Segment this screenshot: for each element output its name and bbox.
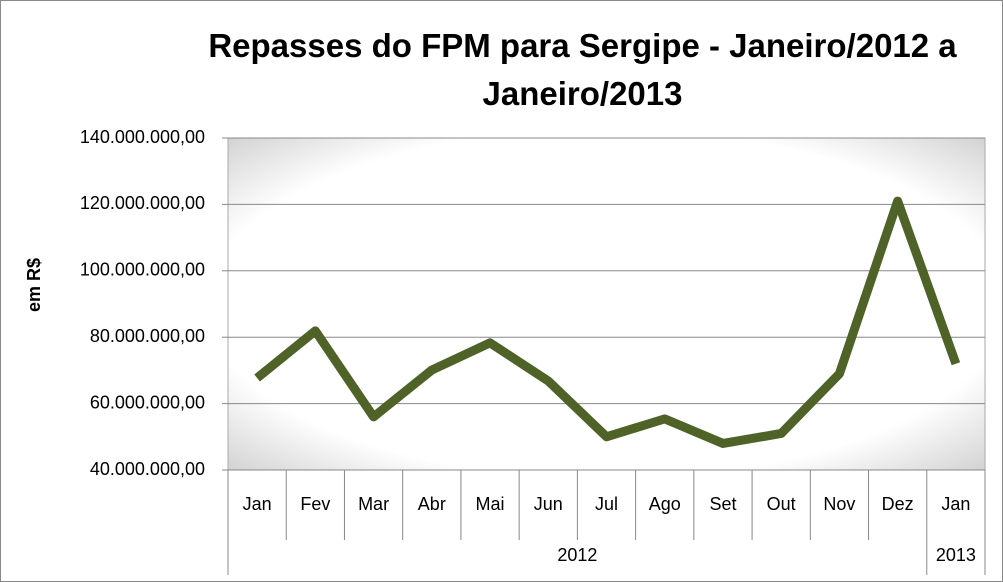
y-axis-label: em R$ <box>24 258 44 312</box>
y-tick-label: 100.000.000,00 <box>80 260 205 280</box>
x-tick-label: Abr <box>418 494 446 514</box>
x-tick-label: Jul <box>595 494 618 514</box>
x-tick-label: Nov <box>823 494 855 514</box>
y-tick-label: 60.000.000,00 <box>90 392 205 412</box>
x-tick-label: Mar <box>358 494 389 514</box>
data-line <box>254 196 961 448</box>
group-label: 2013 <box>936 545 976 565</box>
x-tick-label: Jan <box>941 494 970 514</box>
x-tick-label: Fev <box>300 494 330 514</box>
x-tick-label: Mai <box>476 494 505 514</box>
x-tick-label: Dez <box>882 494 914 514</box>
x-tick-label: Ago <box>649 494 681 514</box>
x-tick-label: Jan <box>243 494 272 514</box>
y-tick-label: 40.000.000,00 <box>90 459 205 479</box>
y-tick-label: 120.000.000,00 <box>80 193 205 213</box>
y-tick-label: 80.000.000,00 <box>90 326 205 346</box>
y-tick-label: 140.000.000,00 <box>80 127 205 147</box>
x-tick-label: Jun <box>534 494 563 514</box>
x-tick-label: Out <box>767 494 796 514</box>
plot-area <box>227 137 986 471</box>
x-tick-label: Set <box>709 494 736 514</box>
group-label: 2012 <box>557 545 597 565</box>
chart-title: Repasses do FPM para Sergipe - Janeiro/2… <box>208 27 957 112</box>
